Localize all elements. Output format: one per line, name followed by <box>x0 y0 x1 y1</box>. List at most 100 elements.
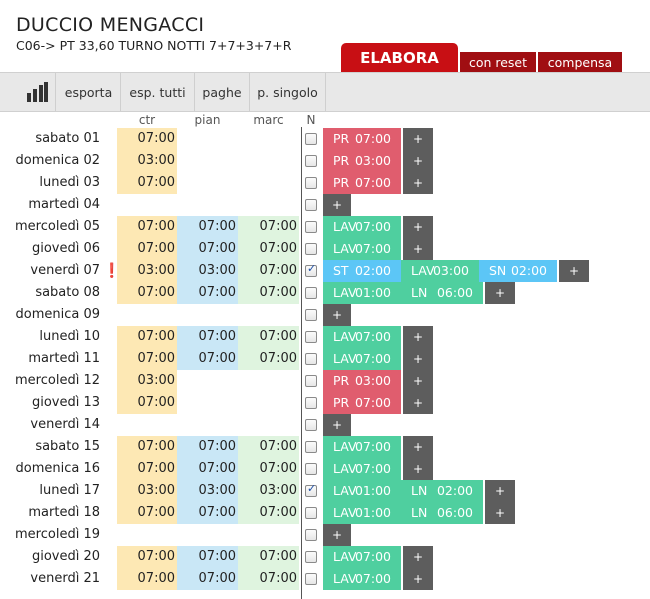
add-shift-button[interactable]: + <box>403 128 433 150</box>
shift-pr[interactable]: PR 03:00 <box>323 150 401 172</box>
add-shift-button[interactable]: + <box>485 502 515 524</box>
marc-cell: 07:00 <box>238 568 299 590</box>
ctr-cell <box>117 304 177 326</box>
shift-st[interactable]: ST 02:00 <box>323 260 401 282</box>
n-checkbox[interactable] <box>305 551 317 563</box>
pian-cell: 03:00 <box>177 480 238 502</box>
table-row: mercoledì 05 07:00 07:00 07:00 LAV 07:00 + <box>0 216 650 238</box>
table-row: martedì 04 + <box>0 194 650 216</box>
add-shift-button[interactable]: + <box>403 546 433 568</box>
n-checkbox[interactable] <box>305 262 317 277</box>
add-shift-button[interactable]: + <box>485 480 515 502</box>
ctr-cell: 03:00 <box>117 370 177 392</box>
add-shift-button[interactable]: + <box>403 216 433 238</box>
n-checkbox[interactable] <box>305 573 317 585</box>
employee-contract: C06-> PT 33,60 TURNO NOTTI 7+7+3+7+R <box>16 38 292 53</box>
shift-lav[interactable]: LAV 07:00 <box>323 238 401 260</box>
shift-code: PR <box>333 153 350 168</box>
ctr-cell: 07:00 <box>117 546 177 568</box>
marc-cell: 07:00 <box>238 260 299 282</box>
day-label: lunedì 10 <box>39 329 100 344</box>
n-checkbox[interactable] <box>305 155 317 167</box>
add-shift-button[interactable]: + <box>403 436 433 458</box>
shift-time: 07:00 <box>354 549 391 564</box>
col-header-pian: pian <box>194 113 221 127</box>
shift-pr[interactable]: PR 07:00 <box>323 128 401 150</box>
day-label: domenica 02 <box>15 153 100 168</box>
n-checkbox[interactable] <box>305 482 317 497</box>
shift-lav[interactable]: LAV 07:00 <box>323 568 401 590</box>
shift-lav[interactable]: LAV 01:00 <box>323 502 401 524</box>
n-checkbox[interactable] <box>305 331 317 343</box>
ctr-cell: 03:00 <box>117 480 177 502</box>
add-shift-button[interactable]: + <box>403 348 433 370</box>
add-shift-button[interactable]: + <box>403 458 433 480</box>
shift-lav[interactable]: LAV 07:00 <box>323 458 401 480</box>
add-shift-button[interactable]: + <box>403 150 433 172</box>
n-checkbox[interactable] <box>305 375 317 387</box>
add-shift-button[interactable]: + <box>485 282 515 304</box>
shift-pr[interactable]: PR 03:00 <box>323 370 401 392</box>
shift-lav[interactable]: LAV 07:00 <box>323 326 401 348</box>
n-checkbox[interactable] <box>305 199 317 211</box>
p-singolo-button[interactable]: p. singolo <box>250 73 326 111</box>
n-checkbox[interactable] <box>305 243 317 255</box>
bar-chart-icon[interactable] <box>18 73 56 111</box>
marc-cell <box>238 370 299 392</box>
ctr-cell <box>117 194 177 216</box>
shift-time: 03:00 <box>354 373 391 388</box>
shift-lav[interactable]: LAV 01:00 <box>323 282 401 304</box>
shift-lav[interactable]: LAV 03:00 <box>401 260 479 282</box>
table-row: mercoledì 12 03:00 PR 03:00 + <box>0 370 650 392</box>
add-shift-button[interactable]: + <box>403 238 433 260</box>
n-checkbox[interactable] <box>305 463 317 475</box>
esporta-button[interactable]: esporta <box>57 73 121 111</box>
shift-lav[interactable]: LAV 01:00 <box>323 480 401 502</box>
add-shift-button[interactable]: + <box>323 414 351 436</box>
table-row: venerdì 14 + <box>0 414 650 436</box>
table-row: martedì 18 07:00 07:00 07:00 LAV 01:00 LN 06:00… <box>0 502 650 524</box>
esp-tutti-button[interactable]: esp. tutti <box>121 73 195 111</box>
shift-lav[interactable]: LAV 07:00 <box>323 546 401 568</box>
n-checkbox[interactable] <box>305 441 317 453</box>
shift-code: LAV <box>333 483 357 498</box>
n-checkbox[interactable] <box>305 529 317 541</box>
day-label: giovedì 20 <box>31 549 100 564</box>
add-shift-button[interactable]: + <box>559 260 589 282</box>
paghe-button[interactable]: paghe <box>195 73 250 111</box>
shift-lav[interactable]: LAV 07:00 <box>323 436 401 458</box>
ctr-cell <box>117 414 177 436</box>
n-checkbox[interactable] <box>305 353 317 365</box>
shift-ln[interactable]: LN 02:00 <box>401 480 483 502</box>
shift-time: 01:00 <box>354 483 391 498</box>
add-shift-button[interactable]: + <box>323 194 351 216</box>
compensa-button[interactable]: compensa <box>538 52 622 72</box>
n-checkbox[interactable] <box>305 309 317 321</box>
n-checkbox[interactable] <box>305 287 317 299</box>
shift-ln[interactable]: LN 06:00 <box>401 502 483 524</box>
add-shift-button[interactable]: + <box>323 304 351 326</box>
shift-pr[interactable]: PR 07:00 <box>323 172 401 194</box>
n-checkbox[interactable] <box>305 133 317 145</box>
pian-cell: 07:00 <box>177 326 238 348</box>
shift-lav[interactable]: LAV 07:00 <box>323 216 401 238</box>
n-checkbox[interactable] <box>305 221 317 233</box>
add-shift-button[interactable]: + <box>403 172 433 194</box>
shift-lav[interactable]: LAV 07:00 <box>323 348 401 370</box>
add-shift-button[interactable]: + <box>323 524 351 546</box>
add-shift-button[interactable]: + <box>403 326 433 348</box>
add-shift-button[interactable]: + <box>403 568 433 590</box>
n-checkbox[interactable] <box>305 419 317 431</box>
n-checkbox[interactable] <box>305 177 317 189</box>
n-checkbox[interactable] <box>305 507 317 519</box>
ctr-cell: 07:00 <box>117 392 177 414</box>
add-shift-button[interactable]: + <box>403 370 433 392</box>
shift-ln[interactable]: LN 06:00 <box>401 282 483 304</box>
shift-time: 07:00 <box>354 439 391 454</box>
elabora-button[interactable]: ELABORA <box>341 43 458 72</box>
n-checkbox[interactable] <box>305 397 317 409</box>
add-shift-button[interactable]: + <box>403 392 433 414</box>
shift-sn[interactable]: SN 02:00 <box>479 260 557 282</box>
shift-pr[interactable]: PR 07:00 <box>323 392 401 414</box>
con-reset-button[interactable]: con reset <box>460 52 536 72</box>
